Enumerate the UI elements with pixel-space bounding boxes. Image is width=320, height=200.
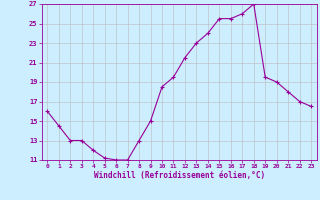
X-axis label: Windchill (Refroidissement éolien,°C): Windchill (Refroidissement éolien,°C) [94,171,265,180]
